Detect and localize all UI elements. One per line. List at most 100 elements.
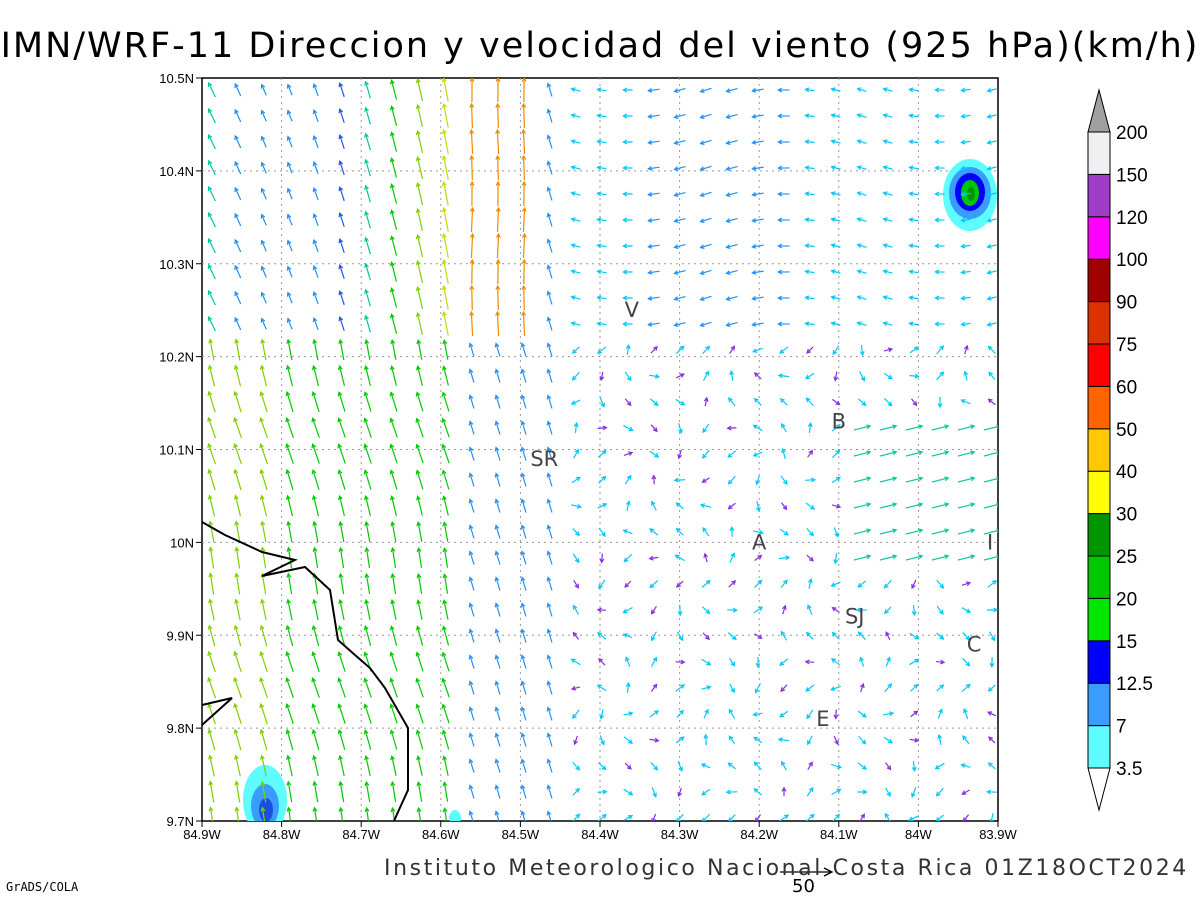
wind-vector xyxy=(753,606,764,614)
wind-vector xyxy=(571,476,581,484)
wind-vector xyxy=(207,442,217,465)
wind-vector xyxy=(908,243,919,249)
wind-vector xyxy=(701,477,710,483)
wind-vector xyxy=(781,423,787,433)
wind-vector xyxy=(855,607,868,613)
wind-vector xyxy=(882,269,893,275)
wind-vector xyxy=(363,417,372,438)
wind-vector xyxy=(598,579,606,590)
wind-vector xyxy=(364,546,371,569)
wind-vector xyxy=(494,394,501,409)
wind-vector xyxy=(259,624,268,647)
wind-vector xyxy=(311,494,319,517)
wind-vector xyxy=(831,503,842,509)
wind-vector xyxy=(207,81,216,98)
wind-vector xyxy=(311,677,320,698)
wind-vector xyxy=(936,605,944,615)
wind-vector xyxy=(259,416,268,439)
wind-vector xyxy=(416,806,422,821)
wind-vector xyxy=(468,576,475,591)
wind-vector xyxy=(753,529,764,535)
wind-vector xyxy=(207,237,216,254)
wind-vector xyxy=(957,424,976,431)
wind-vector xyxy=(805,813,815,821)
wind-vector xyxy=(494,472,501,487)
wind-vector xyxy=(651,787,657,798)
wind-vector xyxy=(879,476,898,483)
wind-vector xyxy=(804,191,815,197)
colorbar-swatch xyxy=(1087,428,1111,472)
wind-vector xyxy=(389,417,398,438)
place-label: A xyxy=(752,530,767,554)
wind-vector xyxy=(286,317,293,330)
wind-vector xyxy=(572,787,580,796)
wind-vector xyxy=(312,134,319,149)
wind-vector xyxy=(777,269,790,275)
wind-vector xyxy=(857,580,867,588)
lon-tick-label: 84W xyxy=(905,827,932,842)
wind-vector xyxy=(832,345,840,356)
wind-vector xyxy=(389,625,398,646)
wind-vector xyxy=(415,703,424,724)
wind-vector xyxy=(208,572,215,595)
wind-vector xyxy=(937,708,943,719)
wind-vector xyxy=(596,269,607,275)
wind-vector xyxy=(853,476,872,483)
wind-vector xyxy=(415,311,424,336)
wind-vector xyxy=(468,524,475,539)
wind-vector xyxy=(207,468,216,491)
wind-vector xyxy=(415,259,424,284)
wind-vector xyxy=(650,683,658,692)
wind-vector xyxy=(699,503,712,508)
wind-vector xyxy=(312,186,319,201)
wind-vector xyxy=(623,451,634,457)
lon-tick-label: 84.1W xyxy=(820,827,858,842)
wind-vector xyxy=(960,243,971,249)
wind-vector xyxy=(986,139,997,145)
wind-vector xyxy=(905,476,924,483)
wind-vector xyxy=(311,364,320,387)
wind-vector xyxy=(234,108,242,123)
wind-vector xyxy=(311,703,320,724)
wind-vector xyxy=(936,632,945,640)
wind-vector xyxy=(495,206,501,233)
wind-vector xyxy=(441,258,449,284)
wind-vector xyxy=(415,651,424,672)
wind-vector xyxy=(441,651,450,672)
wind-vector xyxy=(389,79,398,100)
wind-vector xyxy=(647,217,660,223)
wind-vector xyxy=(858,735,867,745)
colorbar-label: 40 xyxy=(1116,462,1137,483)
wind-vector xyxy=(804,243,815,249)
wind-vector xyxy=(364,494,371,516)
wind-vector xyxy=(441,729,450,750)
place-label: C xyxy=(967,633,982,657)
wind-vector xyxy=(728,657,736,667)
wind-vector xyxy=(805,631,814,640)
wind-vector xyxy=(521,284,527,311)
wind-vector xyxy=(780,630,788,641)
wind-vector xyxy=(882,87,893,93)
wind-vector xyxy=(312,108,319,123)
wind-vector xyxy=(546,602,553,617)
wind-vector xyxy=(751,191,764,197)
wind-vector xyxy=(494,758,501,773)
wind-vector xyxy=(806,554,814,562)
wind-vector xyxy=(804,113,815,119)
wind-vector xyxy=(699,269,712,276)
wind-vector xyxy=(623,815,634,821)
wind-vector xyxy=(701,685,712,690)
wind-vector xyxy=(415,78,424,102)
wind-vector xyxy=(546,82,553,97)
wind-vector xyxy=(908,87,919,93)
colorbar-label: 75 xyxy=(1116,335,1137,356)
wind-vector xyxy=(441,625,450,646)
wind-vector xyxy=(441,443,450,464)
wind-vector xyxy=(702,606,711,615)
wind-vector xyxy=(416,755,423,776)
wind-vector xyxy=(233,442,242,465)
wind-vector xyxy=(596,87,607,93)
wind-vector xyxy=(879,450,898,457)
wind-vector xyxy=(859,656,865,667)
wind-vector xyxy=(986,217,997,223)
